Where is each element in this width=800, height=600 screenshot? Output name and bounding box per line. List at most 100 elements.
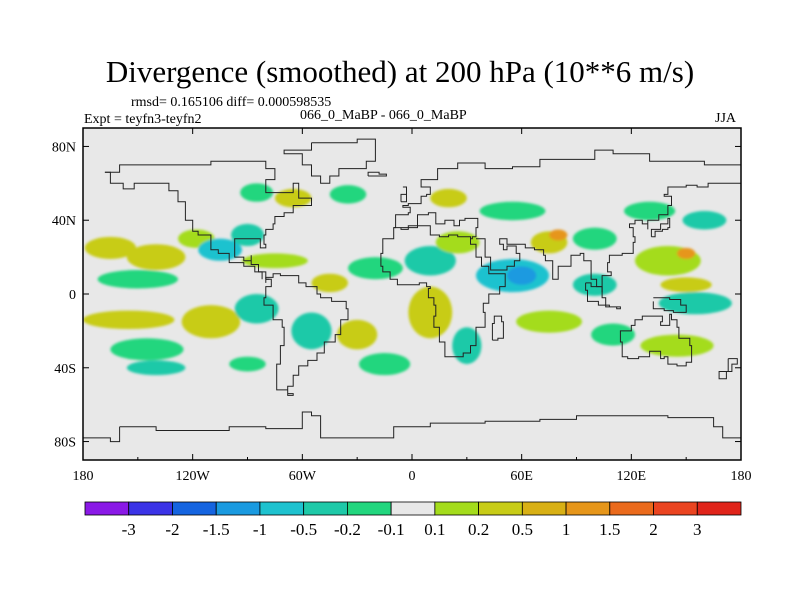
anomaly-blob: [404, 246, 456, 276]
x-tick-label: 0: [409, 469, 416, 484]
anomaly-blob: [240, 183, 274, 202]
colorbar-swatch: [259, 501, 305, 516]
colorbar-label: 1: [562, 520, 571, 539]
anomaly-blob: [234, 294, 279, 324]
coastline: [263, 273, 349, 396]
coastline: [619, 313, 693, 367]
anomaly-blob: [479, 201, 546, 221]
anomaly-blob: [291, 312, 332, 350]
colorbar-swatch: [84, 501, 130, 516]
coastline: [283, 138, 376, 184]
anomaly-blob: [126, 360, 186, 376]
anomaly-blob: [110, 338, 184, 361]
colorbar-swatch: [303, 501, 348, 516]
colorbar-swatch: [609, 501, 654, 516]
rmsd-diff-stats: rmsd= 0.165106 diff= 0.000598535: [131, 95, 332, 110]
anomaly-blob: [430, 188, 467, 208]
anomaly-blob: [572, 227, 617, 250]
colorbar-swatch: [653, 501, 698, 516]
anomaly-blob: [329, 185, 367, 204]
colorbar-label: 0.5: [512, 520, 533, 539]
anomaly-blob: [516, 310, 582, 333]
colorbar: -3 -2 -1.5 -1 -0.5 -0.2 -0.1 0.1 0.2 0.5 1 1.5 2 3: [84, 501, 742, 539]
coastline: [605, 304, 621, 310]
anomaly-blob: [348, 257, 403, 280]
anomaly-blob: [507, 266, 537, 285]
colorbar-swatch: [565, 501, 611, 516]
coastline: [104, 171, 263, 280]
anomaly-blob: [84, 236, 137, 259]
x-tick-label: 60E: [510, 469, 533, 484]
anomaly-blob: [274, 188, 312, 208]
anomaly-blob: [408, 286, 453, 339]
anomaly-blob: [658, 292, 732, 315]
season-label: JJA: [715, 111, 737, 126]
anomaly-blob: [311, 273, 349, 293]
colorbar-label: -0.1: [378, 520, 405, 539]
colorbar-label: -0.2: [334, 520, 361, 539]
coastline: [401, 212, 479, 240]
anomaly-blob: [83, 310, 175, 330]
colorbar-label: 3: [693, 520, 702, 539]
colorbar-swatch: [696, 501, 742, 516]
coastlines: [83, 138, 741, 443]
colorbar-label: 0.1: [424, 520, 445, 539]
x-tick-label: 180: [73, 469, 94, 484]
anomaly-field: [83, 183, 732, 376]
x-tick-label: 60W: [289, 469, 317, 484]
colorbar-swatch: [346, 501, 392, 516]
experiment-label: Expt = teyfn3-teyfn2: [84, 112, 202, 127]
y-tick-label: 80N: [52, 140, 76, 155]
colorbar-label: -0.5: [290, 520, 317, 539]
anomaly-blob: [549, 229, 568, 241]
x-axis-ticks: 180 120W 60W 0 60E 120E 180: [73, 128, 752, 484]
coastline: [476, 174, 741, 293]
coastline: [380, 225, 506, 358]
coastline: [367, 171, 387, 177]
colorbar-label: -1.5: [203, 520, 230, 539]
colorbar-label: 2: [649, 520, 658, 539]
coastline: [652, 297, 687, 313]
anomaly-blob: [572, 273, 617, 296]
colorbar-label: -3: [122, 520, 136, 539]
colorbar-swatch: [521, 501, 567, 516]
coastline: [650, 217, 671, 238]
chart-title: Divergence (smoothed) at 200 hPa (10**6 …: [105, 54, 695, 89]
anomaly-blob: [660, 277, 712, 293]
anomaly-blob: [677, 247, 696, 259]
colorbar-label: 1.5: [599, 520, 620, 539]
y-axis-ticks: 80N 40N 0 40S 80S: [52, 140, 741, 451]
anomaly-blob: [624, 201, 676, 221]
colorbar-swatch: [478, 501, 523, 516]
coastline: [400, 186, 407, 203]
anomaly-blob: [126, 244, 186, 271]
colorbar-swatch: [434, 501, 480, 516]
x-tick-label: 180: [731, 469, 752, 484]
colorbar-swatch: [128, 501, 173, 516]
coastline: [718, 358, 738, 380]
colorbar-swatch: [215, 501, 261, 516]
anomaly-blob: [198, 238, 243, 261]
colorbar-swatch: [390, 501, 436, 516]
map-background: [83, 128, 741, 460]
anomaly-blob: [452, 327, 482, 365]
anomaly-blob: [97, 270, 179, 289]
y-tick-label: 40N: [52, 214, 76, 229]
y-tick-label: 80S: [54, 436, 76, 451]
y-tick-label: 40S: [54, 362, 76, 377]
anomaly-blob: [358, 353, 411, 376]
x-tick-label: 120E: [617, 469, 647, 484]
case-names: 066_0_MaBP - 066_0_MaBP: [300, 108, 467, 123]
colorbar-label: -1: [253, 520, 267, 539]
coastline: [491, 315, 504, 341]
anomaly-blob: [181, 305, 241, 339]
colorbar-label: 0.2: [468, 520, 489, 539]
coastline: [393, 149, 741, 229]
colorbar-label: -2: [165, 520, 179, 539]
coastline: [104, 160, 312, 283]
coastline: [83, 426, 121, 443]
x-tick-label: 120W: [176, 469, 211, 484]
y-tick-label: 0: [69, 288, 76, 303]
coastline: [119, 411, 741, 439]
